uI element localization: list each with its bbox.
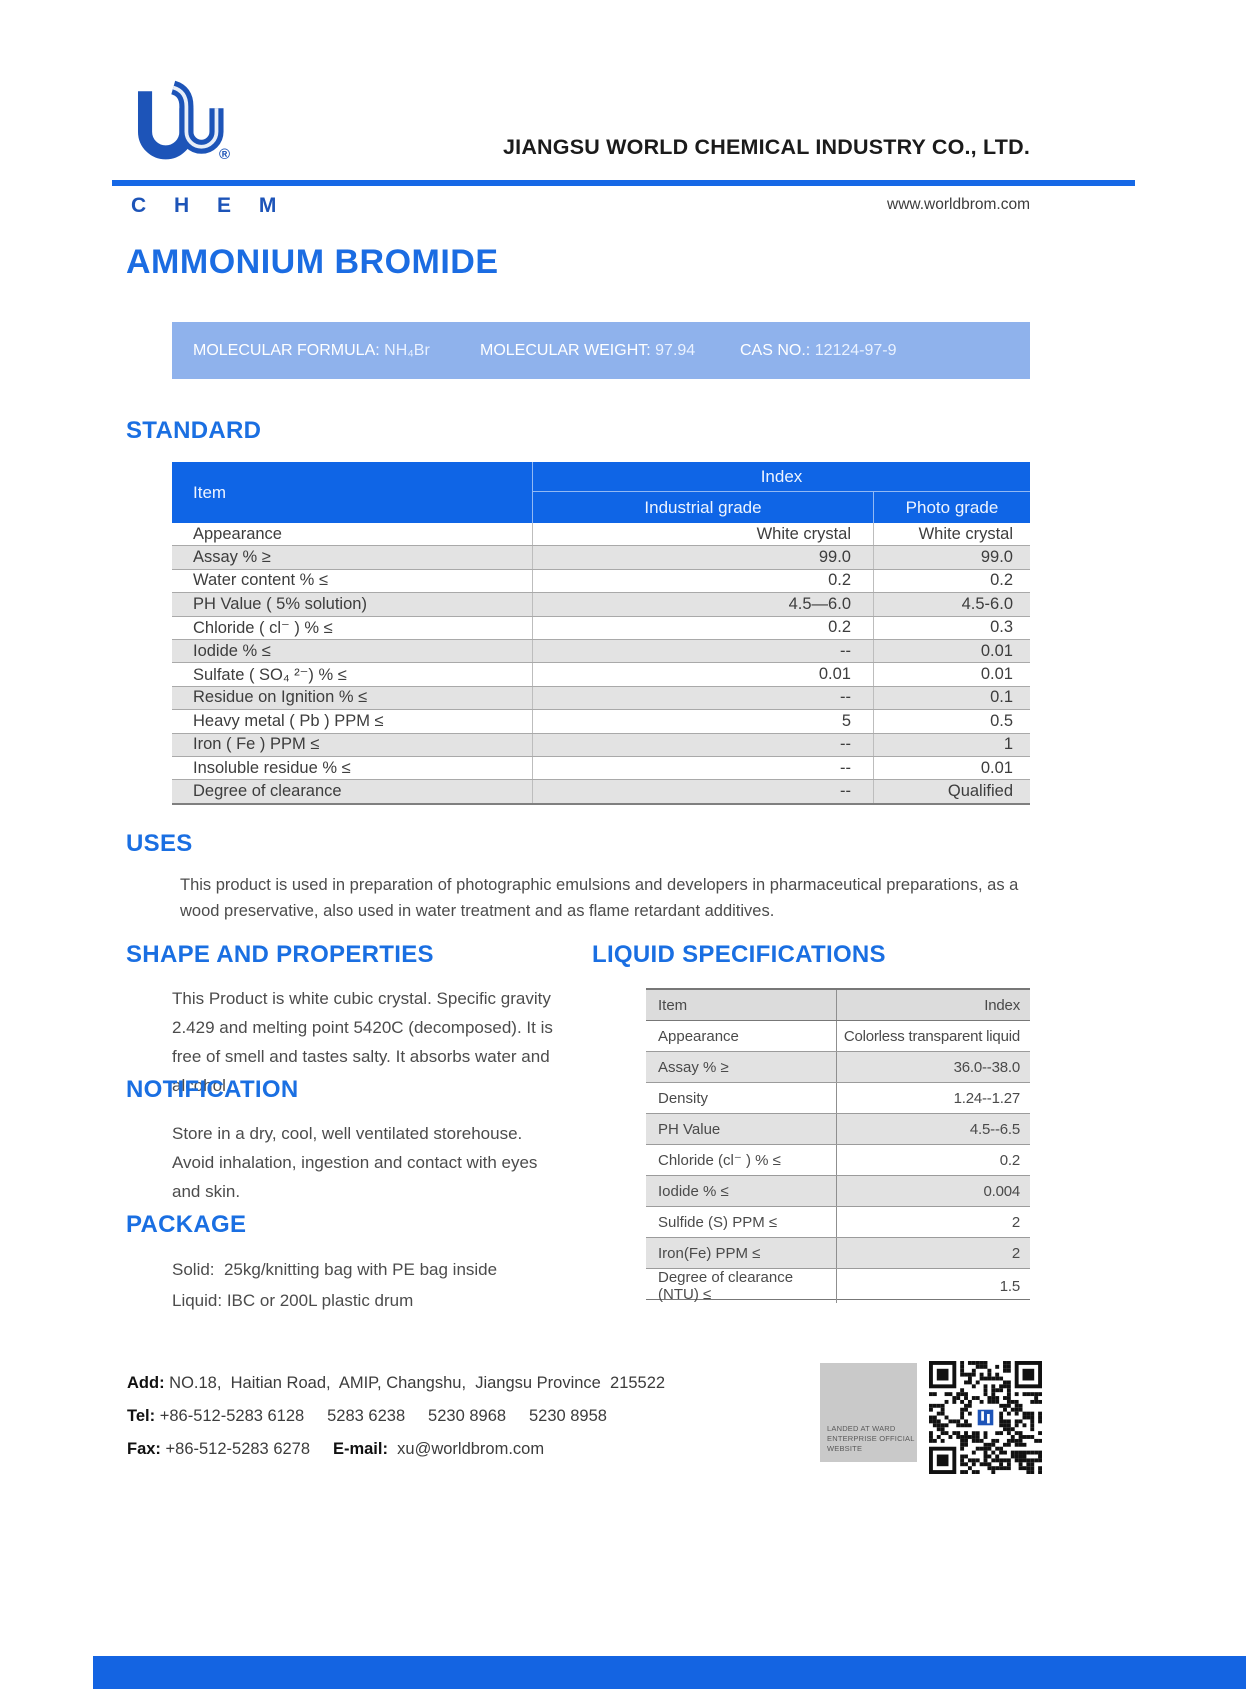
column-header-industrial-grade: Industrial grade — [532, 492, 873, 523]
logo-text: C H E M — [131, 194, 288, 217]
header-divider — [112, 180, 1135, 186]
qr-code — [929, 1361, 1042, 1474]
notification-text: Store in a dry, cool, well ventilated st… — [172, 1124, 538, 1201]
column-header-item: Item — [193, 482, 227, 502]
table-row: Sulfide (S) PPM ≤2 — [646, 1207, 1030, 1238]
table-row: Sulfate ( SO₄ ²⁻) % ≤0.01 0.01 — [172, 663, 1030, 687]
table-row: Degree of clearance -- Qualified — [172, 780, 1030, 805]
table-row: Water content % ≤0.2 0.2 — [172, 569, 1030, 594]
section-shape-heading: SHAPE AND PROPERTIES — [126, 941, 434, 968]
package-liquid-line: Liquid: IBC or 200L plastic drum — [172, 1291, 414, 1310]
table-row: PH Value ( 5% solution) 4.5—6.0 4.5-6.0 — [172, 593, 1030, 617]
table-row: Iron(Fe) PPM ≤2 — [646, 1238, 1030, 1269]
package-text: Solid: 25kg/knitting bag with PE bag ins… — [172, 1254, 592, 1316]
product-info-banner: MOLECULAR FORMULA: NH₄Br MOLECULAR WEIGH… — [172, 322, 1030, 379]
standard-table-header: Item Index Industrial grade Photo grade — [172, 462, 1030, 523]
section-uses-heading: USES — [126, 830, 193, 857]
table-row: Chloride ( cl⁻ ) % ≤0.2 0.3 — [172, 616, 1030, 640]
section-notification-heading: NOTIFICATION — [126, 1076, 299, 1103]
email-link[interactable]: xu@worldbrom.com — [387, 1440, 545, 1458]
liquid-specs-table: Item Index Appearance Colorless transparen… — [646, 988, 1030, 1303]
table-row: Density 1.24--1.27 — [646, 1083, 1030, 1114]
qr-caption-line: ENTERPRISE OFFICIAL — [827, 1434, 915, 1443]
table-row: Iodide % ≤0.004 — [646, 1176, 1030, 1207]
column-header-index: Index — [532, 462, 1030, 492]
footer-address: Add: NO.18, Haitian Road, AMIP, Changshu… — [127, 1374, 666, 1392]
table-row: Appearance White crystal White crystal — [172, 523, 1030, 547]
molecular-formula: MOLECULAR FORMULA: NH₄Br — [193, 341, 430, 359]
section-standard-heading: STANDARD — [126, 417, 262, 444]
website-link[interactable]: www.worldbrom.com — [887, 196, 1030, 213]
table-row: Chloride (cl⁻ ) % ≤0.2 — [646, 1145, 1030, 1176]
standard-table: Item Index Industrial grade Photo grade … — [172, 462, 1030, 805]
column-header-item: Item — [658, 996, 688, 1014]
cas-number: CAS NO.: 12124-97-9 — [740, 341, 897, 359]
company-name: JIANGSU WORLD CHEMICAL INDUSTRY CO., LTD… — [503, 135, 1030, 159]
shape-text: This Product is white cubic crystal. Spe… — [172, 989, 553, 1095]
table-row: Iron ( Fe ) PPM ≤ -- 1 — [172, 733, 1030, 757]
qr-caption-line: WEBSITE — [827, 1444, 863, 1453]
section-liquid-specs-heading: LIQUID SPECIFICATIONS — [592, 941, 886, 968]
column-header-index: Index — [836, 990, 1030, 1020]
bottom-accent-bar — [93, 1656, 1246, 1689]
table-row: Degree of clearance (NTU) ≤1.5 — [646, 1269, 1030, 1303]
table-row: Assay % ≥99.0 99.0 — [172, 546, 1030, 570]
page-title: AMMONIUM BROMIDE — [126, 243, 499, 281]
table-row: PH Value 4.5--6.5 — [646, 1114, 1030, 1145]
standard-table-body: Appearance White crystal White crystal Ass… — [172, 523, 1030, 805]
table-row: Appearance Colorless transparent liquid — [646, 1021, 1030, 1052]
table-row: Insoluble residue % ≤ -- 0.01 — [172, 756, 1030, 781]
section-package-heading: PACKAGE — [126, 1211, 247, 1238]
footer-fax-email: Fax: +86-512-5283 6278 E-mail: xu@worldb… — [127, 1440, 545, 1458]
qr-caption-line: LANDED AT WARD — [827, 1424, 896, 1433]
package-solid-line: Solid: 25kg/knitting bag with PE bag ins… — [172, 1260, 498, 1279]
table-row: Assay % ≥36.0--38.0 — [646, 1052, 1030, 1083]
company-logo-icon — [137, 80, 224, 160]
table-row: Heavy metal ( Pb ) PPM ≤5 0.5 — [172, 710, 1030, 734]
molecular-weight: MOLECULAR WEIGHT: 97.94 — [480, 341, 696, 359]
footer-telephone: Tel: +86-512-5283 6128 5283 6238 5230 89… — [127, 1407, 607, 1425]
liquid-table-header: Item Index — [646, 990, 1030, 1021]
registered-trademark: ® — [219, 146, 231, 163]
table-row: Residue on Ignition % ≤ -- 0.1 — [172, 686, 1030, 711]
uses-text: This product is used in preparation of p… — [180, 876, 1019, 920]
qr-caption-box: LANDED AT WARD ENTERPRISE OFFICIAL WEBSI… — [820, 1363, 917, 1462]
table-row: Iodide % ≤ -- 0.01 — [172, 639, 1030, 664]
column-header-photo-grade: Photo grade — [873, 492, 1030, 523]
